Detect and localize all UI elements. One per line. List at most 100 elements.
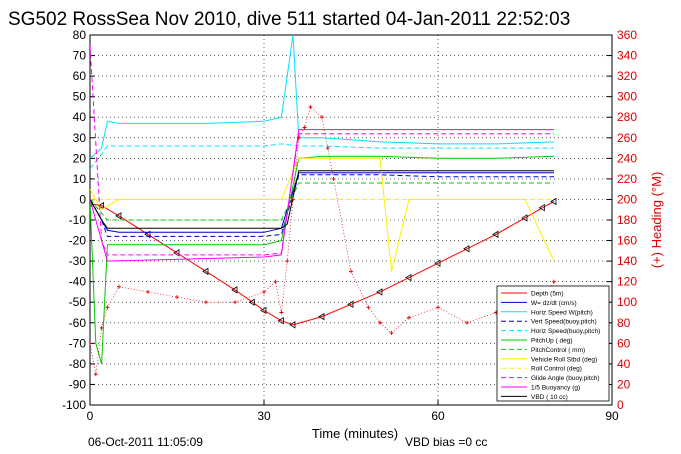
depth-marker bbox=[550, 197, 557, 206]
heading-marker bbox=[465, 320, 469, 325]
y-tick-label-right: 180 bbox=[617, 213, 637, 227]
y-tick-label-right: 140 bbox=[617, 254, 637, 268]
y-tick-label-right: 160 bbox=[617, 234, 637, 248]
y-tick-label-left: -70 bbox=[69, 336, 87, 350]
legend: Depth (5m) W= dz/dt (cm/s) Horiz Speed W(p… bbox=[496, 285, 610, 402]
heading-marker bbox=[273, 279, 278, 284]
y-tick-label-right: 40 bbox=[617, 357, 631, 371]
footer-vbd-bias: VBD bias =0 cc bbox=[405, 435, 487, 449]
y-tick-label-right: 20 bbox=[617, 377, 631, 391]
series-line-1-5-buoyancy-g bbox=[90, 129, 554, 262]
heading-marker bbox=[262, 289, 266, 294]
heading-marker bbox=[366, 305, 371, 310]
legend-label: Vert Speed(buoy,pitch) bbox=[531, 319, 597, 326]
depth-marker bbox=[277, 317, 284, 325]
depth-marker bbox=[492, 230, 499, 239]
y-tick-label-left: 60 bbox=[73, 69, 87, 83]
y-tick-label-right: 60 bbox=[617, 336, 631, 350]
depth-marker bbox=[97, 201, 104, 210]
depth-marker bbox=[202, 267, 209, 276]
series-group bbox=[90, 35, 557, 377]
legend-label: PitchControl ( mm) bbox=[531, 347, 585, 354]
heading-marker bbox=[90, 341, 92, 346]
legend-label: VBD ( 10 cc) bbox=[531, 394, 568, 401]
y-tick-label-left: 20 bbox=[73, 151, 87, 165]
series-line-pitchcontrol-mm bbox=[90, 182, 554, 221]
y-tick-label-left: 10 bbox=[73, 172, 87, 186]
series-line-horiz-speed-buoy-pitch bbox=[90, 143, 554, 169]
x-axis-label: Time (minutes) bbox=[312, 426, 398, 441]
legend-label: Roll Control (deg) bbox=[531, 366, 582, 373]
depth-marker bbox=[463, 245, 470, 253]
heading-marker bbox=[407, 315, 411, 320]
y-tick-label-right: 360 bbox=[617, 28, 637, 42]
y-tick-label-left: 30 bbox=[73, 131, 87, 145]
legend-label: Depth (5m) bbox=[531, 291, 564, 298]
y-tick-label-left: 80 bbox=[73, 28, 87, 42]
y-tick-label-left: 40 bbox=[73, 110, 87, 124]
depth-marker bbox=[144, 230, 151, 239]
chart-title: SG502 RossSea Nov 2010, dive 511 started… bbox=[8, 9, 570, 30]
y-tick-label-left: -100 bbox=[62, 398, 86, 412]
heading-marker bbox=[308, 104, 313, 109]
depth-marker bbox=[260, 306, 267, 315]
y-axis-right-label: (+) Heading (°M) bbox=[649, 172, 664, 269]
y-tick-label-left: -40 bbox=[69, 275, 87, 289]
y-tick-label-left: -10 bbox=[69, 213, 87, 227]
depth-marker bbox=[173, 249, 180, 257]
y-tick-label-right: 320 bbox=[617, 69, 637, 83]
depth-marker bbox=[405, 273, 412, 282]
y-tick-label-left: -30 bbox=[69, 254, 87, 268]
legend-label: Vehicle Roll Stbd (deg) bbox=[531, 356, 597, 363]
series-line-glide-angle-buoy-pitch bbox=[90, 45, 554, 256]
series-line-depth-5m bbox=[90, 201, 555, 326]
x-tick-label: 0 bbox=[87, 409, 94, 423]
y-tick-label-right: 240 bbox=[617, 151, 637, 165]
depth-marker bbox=[248, 298, 255, 306]
depth-marker bbox=[289, 321, 296, 329]
series-line-horiz-speed-w-pitch bbox=[90, 35, 555, 159]
legend-label: Horiz Speed W(pitch) bbox=[531, 309, 593, 316]
legend-box bbox=[496, 285, 610, 402]
x-tick-label: 90 bbox=[605, 409, 619, 423]
legend-label: Horiz Speed(buoy,pitch) bbox=[531, 328, 600, 335]
y-tick-label-right: 100 bbox=[617, 295, 637, 309]
legend-label: PitchUp ( deg) bbox=[531, 338, 573, 345]
series-clip bbox=[90, 35, 557, 377]
depth-marker bbox=[434, 259, 441, 267]
y-tick-label-right: 300 bbox=[617, 90, 637, 104]
y-tick-label-left: 50 bbox=[73, 90, 87, 104]
y-tick-label-right: 260 bbox=[617, 131, 637, 145]
y-tick-label-left: -60 bbox=[69, 316, 87, 330]
y-axis-right: 3603403203002802602402202001801601401201… bbox=[607, 28, 637, 412]
series-line-pitchup-deg bbox=[90, 155, 555, 365]
heading-marker bbox=[279, 310, 284, 315]
y-axis-left: 80 70 60 50 40 30 20 10 0 -10 -20 -30 -40 -50 -60 -70 -8… bbox=[62, 28, 95, 412]
y-tick-label-left: 0 bbox=[79, 192, 86, 206]
depth-marker bbox=[376, 288, 383, 296]
heading-marker bbox=[302, 125, 307, 130]
y-tick-label-right: 200 bbox=[617, 192, 637, 206]
depth-marker bbox=[231, 286, 238, 294]
y-tick-label-right: 0 bbox=[617, 398, 624, 412]
heading-marker bbox=[552, 279, 556, 284]
y-tick-label-left: -80 bbox=[69, 357, 87, 371]
y-tick-label-left: -20 bbox=[69, 234, 87, 248]
depth-marker bbox=[318, 312, 325, 321]
legend-label: W= dz/dt (cm/s) bbox=[531, 300, 577, 307]
y-tick-label-left: -90 bbox=[69, 377, 87, 391]
y-tick-label-left: -50 bbox=[69, 295, 87, 309]
legend-label: Glide Angle (buoy,pitch) bbox=[531, 375, 600, 382]
x-tick-label: 30 bbox=[257, 409, 271, 423]
series-line-vert-speed-buoy-pitch bbox=[90, 174, 554, 237]
x-tick-label: 60 bbox=[431, 409, 445, 423]
footer-timestamp: 06-Oct-2011 11:05:09 bbox=[88, 435, 203, 449]
y-tick-label-left: 70 bbox=[73, 49, 87, 63]
heading-marker bbox=[389, 331, 394, 336]
y-tick-label-right: 120 bbox=[617, 275, 637, 289]
depth-marker bbox=[521, 214, 528, 222]
y-tick-label-right: 340 bbox=[617, 49, 637, 63]
x-axis: 0 30 60 90 bbox=[87, 400, 619, 423]
